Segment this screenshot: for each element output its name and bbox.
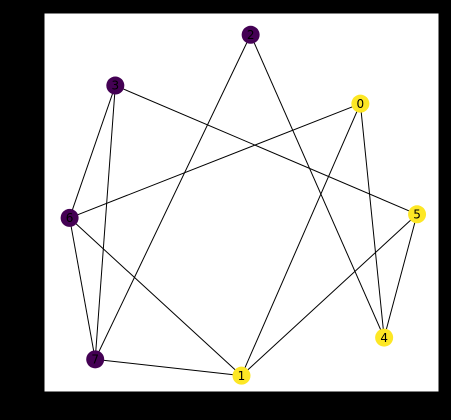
edge-2-7 [94, 34, 252, 360]
node-1: 1 [232, 366, 251, 385]
edge-0-1 [241, 103, 361, 376]
edge-4-5 [383, 214, 418, 338]
x-tick-label-5: 0.25 [276, 400, 298, 411]
node-0-marker [351, 94, 370, 113]
node-7: 7 [86, 350, 105, 369]
edge-1-5 [241, 213, 418, 377]
node-2-label: 2 [247, 28, 255, 42]
y-tick-label-0: −0.75 [6, 348, 37, 359]
node-3-label: 3 [111, 79, 119, 93]
node-6-label: 6 [66, 211, 74, 225]
node-5-marker [408, 205, 427, 224]
x-tick-label-0: −1.00 [43, 400, 74, 411]
node-0: 0 [351, 94, 370, 113]
x-tick-label-6: 0.50 [322, 400, 344, 411]
edge-1-6 [69, 217, 242, 377]
node-3-marker [106, 76, 125, 95]
node-5: 5 [408, 205, 427, 224]
edge-3-7 [94, 85, 116, 360]
y-tick-label-1: −0.50 [6, 302, 37, 313]
x-tick-label-4: 0.00 [230, 400, 252, 411]
x-tick-label-3: −0.25 [180, 400, 211, 411]
node-4: 4 [375, 328, 394, 347]
edge-6-7 [69, 217, 96, 360]
edge-3-5 [115, 85, 418, 215]
node-2-marker [241, 25, 260, 44]
edge-2-4 [250, 34, 385, 338]
x-tick-label-2: −0.50 [135, 400, 166, 411]
node-layer: 0 1 2 3 4 5 6 7 [60, 25, 427, 385]
node-6-marker [60, 208, 79, 227]
node-7-marker [86, 350, 105, 369]
y-tick-label-6: 0.75 [15, 76, 37, 87]
x-tick-label-1: −0.75 [89, 400, 120, 411]
node-5-label: 5 [413, 207, 421, 221]
y-tick-label-3: 0.00 [15, 212, 37, 223]
node-2: 2 [241, 25, 260, 44]
node-0-label: 0 [357, 97, 365, 111]
x-axis-ticks: −1.00 −0.75 −0.50 −0.25 0.00 0.25 0.50 0.75 1.00 [43, 392, 436, 411]
y-axis-ticks: −0.75 −0.50 −0.25 0.00 0.25 0.50 0.75 1.00 [6, 30, 44, 359]
edge-layer [69, 34, 418, 377]
node-7-label: 7 [91, 353, 99, 367]
edge-3-6 [69, 85, 116, 219]
y-tick-label-4: 0.25 [15, 166, 37, 177]
y-tick-label-5: 0.50 [15, 121, 37, 132]
x-tick-label-7: 0.75 [368, 400, 390, 411]
edge-1-7 [95, 358, 242, 377]
node-1-marker [232, 366, 251, 385]
node-3: 3 [106, 76, 125, 95]
node-1-label: 1 [238, 369, 246, 383]
node-4-marker [375, 328, 394, 347]
y-tick-label-2: −0.25 [6, 257, 37, 268]
node-4-label: 4 [380, 331, 388, 345]
edge-0-4 [359, 103, 385, 338]
edge-0-6 [69, 103, 361, 219]
y-tick-label-7: 1.00 [15, 30, 37, 41]
node-6: 6 [60, 208, 79, 227]
x-tick-label-8: 1.00 [413, 400, 435, 411]
